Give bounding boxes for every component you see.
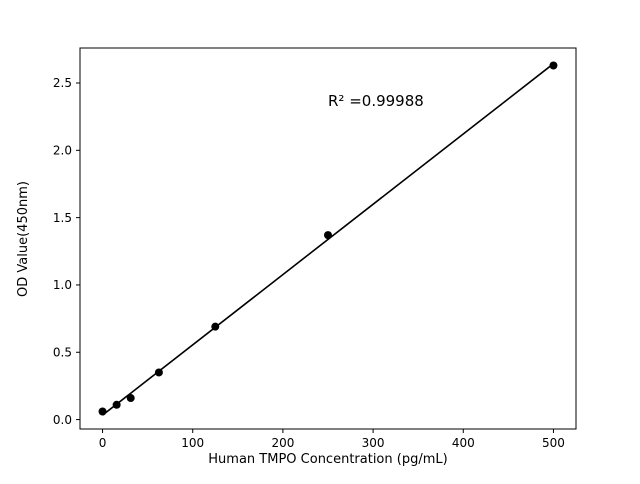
plot-area: 0 100 200 300 400 500 0.0 0.5 1.0 1.5 2.0 2.5 bbox=[53, 47, 577, 450]
data-point bbox=[154, 368, 163, 377]
y-tick-label: 1.5 bbox=[53, 211, 72, 225]
data-point bbox=[112, 400, 121, 409]
y-tick-label: 1.0 bbox=[53, 278, 72, 292]
x-tick-label: 100 bbox=[181, 436, 204, 450]
data-point bbox=[549, 61, 558, 70]
y-tick-label: 2.5 bbox=[53, 76, 72, 90]
x-axis-label: Human TMPO Concentration (pg/mL) bbox=[208, 452, 447, 467]
data-point bbox=[98, 407, 107, 416]
y-axis-label: OD Value(450nm) bbox=[16, 181, 31, 297]
x-tick-label: 500 bbox=[542, 436, 565, 450]
x-tick-label: 400 bbox=[452, 436, 475, 450]
x-tick-label: 0 bbox=[99, 436, 107, 450]
x-tick-label: 200 bbox=[271, 436, 294, 450]
y-tick-label: 0.0 bbox=[53, 413, 72, 427]
plot-border bbox=[79, 47, 577, 430]
data-point bbox=[324, 231, 332, 240]
y-tick-label: 0.5 bbox=[53, 345, 72, 359]
y-tick-label: 2.0 bbox=[53, 144, 72, 158]
x-tick-label: 300 bbox=[362, 436, 385, 450]
data-point bbox=[211, 322, 220, 331]
fit-line bbox=[102, 63, 554, 416]
r-squared-annotation: R² =0.99988 bbox=[328, 92, 424, 110]
data-point bbox=[126, 394, 135, 403]
